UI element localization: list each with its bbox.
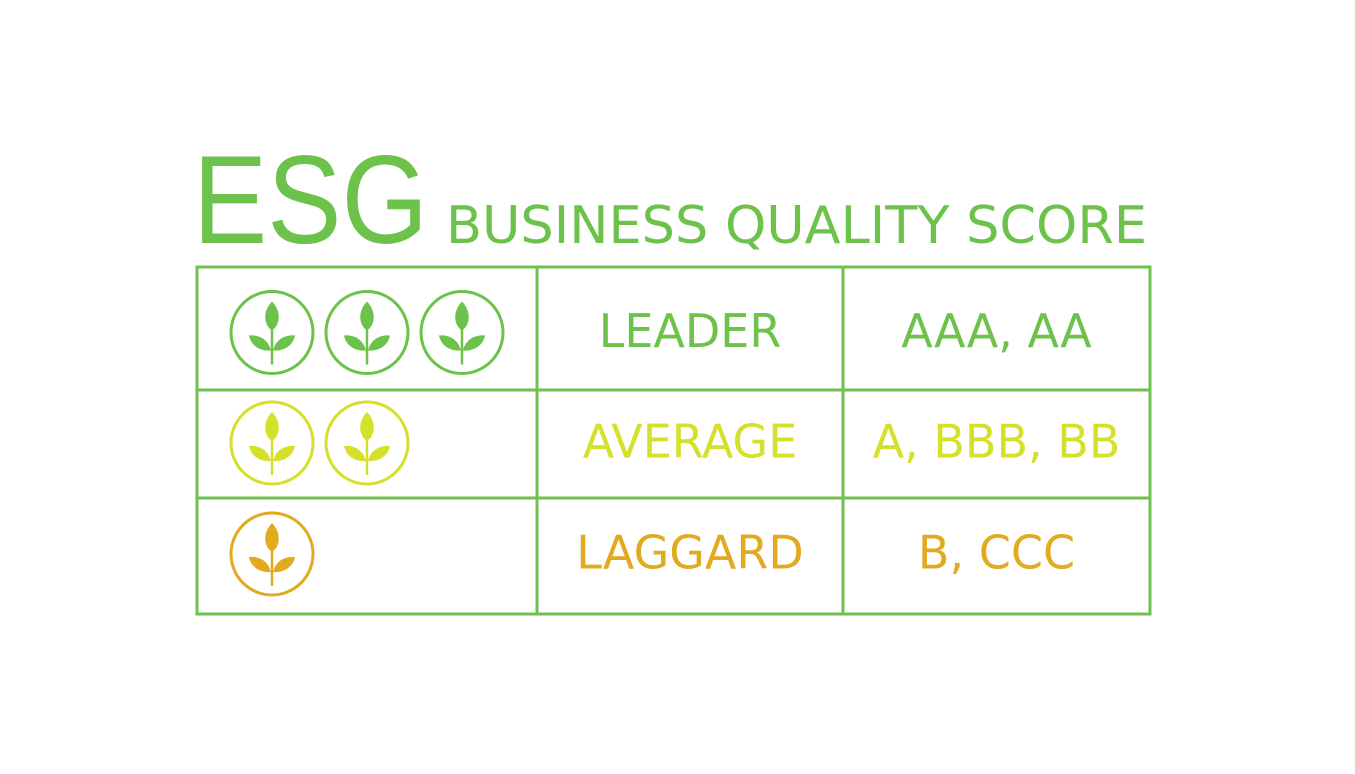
icon-circle xyxy=(419,290,505,375)
title: ESG xyxy=(193,131,428,270)
rating-label: AAA, AA xyxy=(901,304,1092,358)
icon-circle xyxy=(229,511,315,597)
rating-label: A, BBB, BB xyxy=(873,415,1121,469)
plant-icon xyxy=(229,511,315,597)
icon-leaves xyxy=(344,412,390,462)
icon-leaves xyxy=(439,301,485,351)
icon-leaves xyxy=(249,301,295,351)
plant-icon xyxy=(229,290,315,375)
level-label: LEADER xyxy=(599,304,782,358)
icon-circle xyxy=(229,290,315,375)
icon-leaves xyxy=(344,301,390,351)
plant-icon xyxy=(324,290,410,375)
icon-circle xyxy=(324,290,410,375)
plant-icon xyxy=(324,400,410,486)
icon-circle xyxy=(324,400,410,486)
level-label: AVERAGE xyxy=(583,415,798,469)
icon-leaves xyxy=(249,523,295,573)
plant-icon xyxy=(419,290,505,375)
icon-leaves xyxy=(249,412,295,462)
rating-label: B, CCC xyxy=(918,526,1075,580)
plant-icon xyxy=(229,400,315,486)
icon-circle xyxy=(229,400,315,486)
level-label: LAGGARD xyxy=(576,526,803,580)
subtitle: BUSINESS QUALITY SCORE xyxy=(446,196,1147,256)
table-border xyxy=(195,265,1152,616)
